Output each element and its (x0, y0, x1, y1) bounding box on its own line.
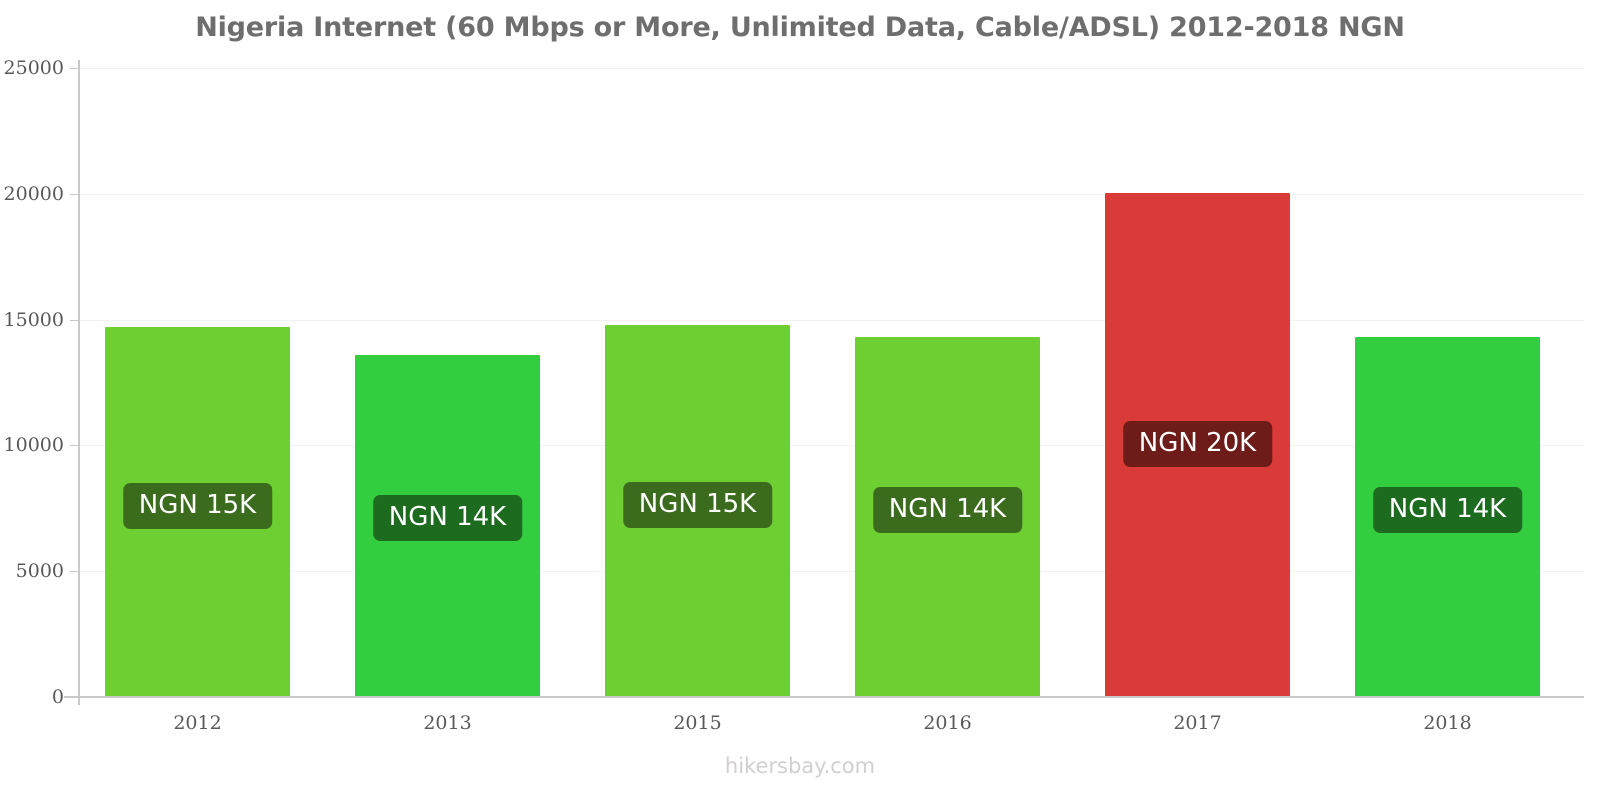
gridline (78, 571, 1584, 573)
bar-value-label: NGN 14K (1372, 487, 1523, 534)
y-axis-tick-label: 10000 (3, 434, 64, 457)
gridline (78, 193, 1584, 195)
bar-value-label: NGN 14K (872, 487, 1023, 534)
y-axis-tick-label: 25000 (3, 57, 64, 79)
bar-value-label: NGN 20K (1122, 421, 1273, 468)
bar-value-label: NGN 15K (622, 481, 773, 528)
bar-group: NGN 14K (1355, 68, 1540, 697)
bar-group: NGN 15K (605, 68, 790, 697)
bar-group: NGN 14K (855, 68, 1040, 697)
gridline (78, 68, 1584, 69)
x-axis-tick-label: 2015 (673, 712, 722, 734)
x-axis-tick-label: 2012 (173, 712, 222, 734)
x-axis-tick-label: 2018 (1423, 712, 1472, 734)
y-axis-tick-label: 15000 (3, 308, 64, 331)
x-axis-tick-label: 2016 (923, 712, 972, 734)
source-watermark: hikersbay.com (724, 754, 876, 778)
x-axis-tick-label: 2017 (1173, 712, 1222, 734)
bar-value-label: NGN 14K (372, 495, 523, 542)
x-axis-line (64, 696, 1584, 698)
y-axis-tick-mark (70, 571, 78, 573)
bar-value-label: NGN 15K (122, 482, 273, 529)
y-axis-tick-mark (70, 68, 78, 69)
y-axis-line (78, 60, 80, 705)
y-axis-tick-mark (70, 193, 78, 195)
y-axis-tick-mark (70, 445, 78, 447)
plot-area: NGN 15K NGN 14K NGN 15K NGN 14K NGN 20K NGN 1… (70, 68, 1584, 698)
bar-group: NGN 15K (105, 68, 290, 697)
y-axis-tick-mark (70, 319, 78, 321)
gridline (78, 445, 1584, 447)
bar-series: NGN 15K NGN 14K NGN 15K NGN 14K NGN 20K NGN 1… (78, 68, 1584, 697)
bar-group: NGN 20K (1105, 68, 1290, 697)
x-axis-tick-label: 2013 (423, 712, 472, 734)
gridline (78, 319, 1584, 321)
y-axis-tick-label: 0 (51, 686, 64, 708)
bar-group: NGN 14K (355, 68, 540, 697)
page-title: Nigeria Internet (60 Mbps or More, Unlim… (195, 12, 1405, 43)
y-axis-tick-label: 20000 (3, 182, 64, 205)
y-axis-tick-label: 5000 (15, 560, 64, 583)
